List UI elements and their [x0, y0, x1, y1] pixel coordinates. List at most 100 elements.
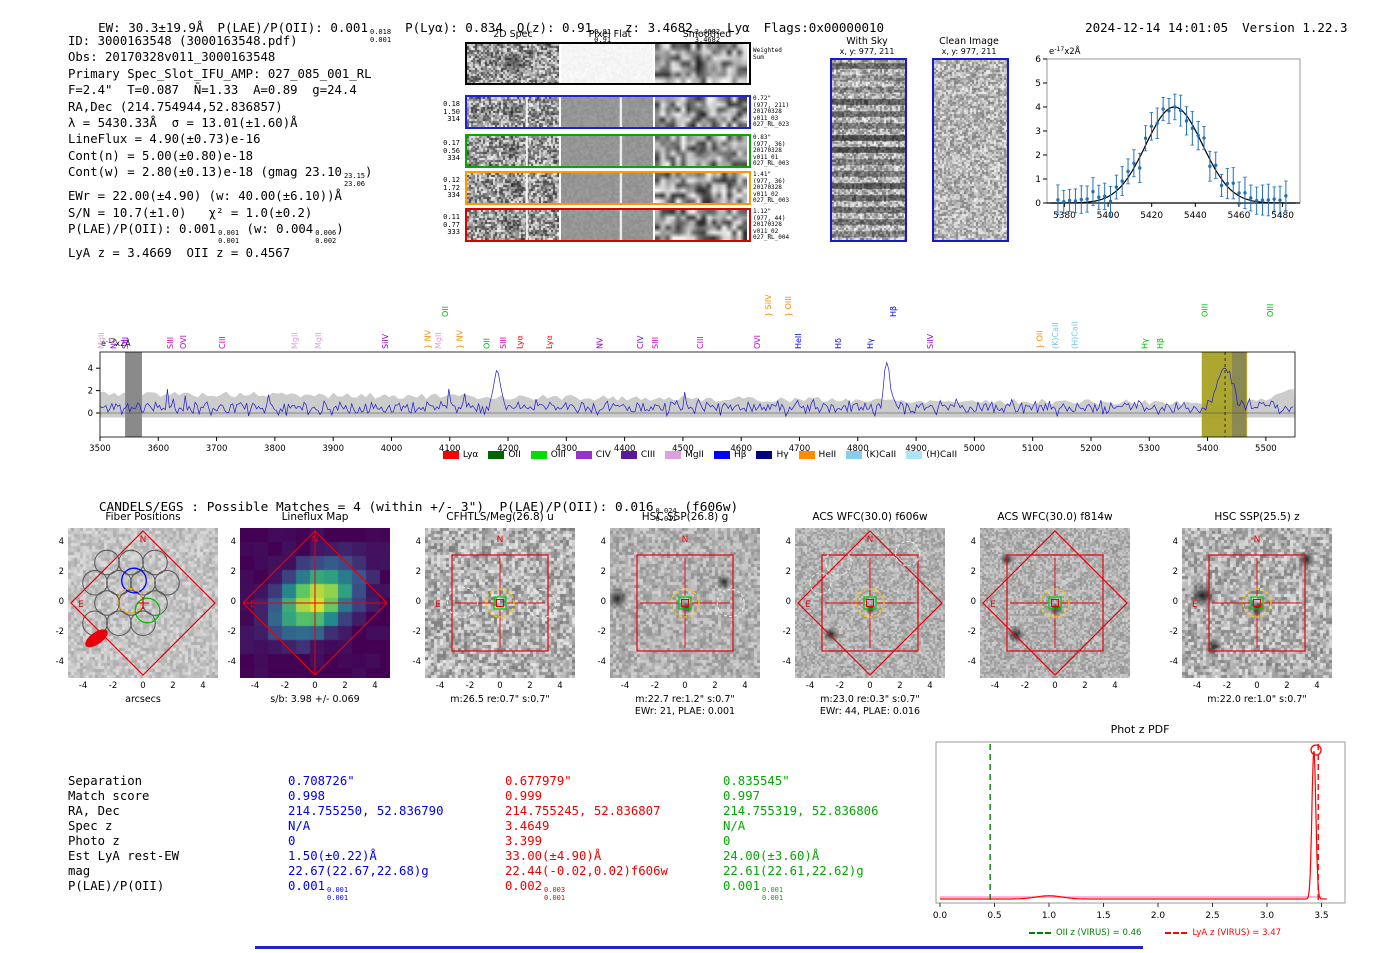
svg-text:Lyα: Lyα [545, 335, 554, 349]
legend-item: HeII [798, 450, 836, 460]
y-tick-label: 0 [58, 597, 64, 607]
y-tick-label: 4 [600, 537, 606, 547]
svg-text:E: E [78, 600, 84, 610]
cutout-image [980, 528, 1130, 678]
x-tick-label: -4 [990, 681, 1000, 691]
y-tick-label: 4 [970, 537, 976, 547]
svg-text:MgII: MgII [434, 332, 443, 349]
svg-text:2.5: 2.5 [1205, 911, 1219, 921]
x-tick-label: 4 [742, 681, 748, 691]
svg-text:4600: 4600 [730, 444, 752, 454]
cutout-image [1182, 528, 1332, 678]
legend-item: Lyα [442, 450, 478, 460]
row-label: Est LyA rest-EW [68, 849, 180, 863]
x-tick-label: -4 [250, 681, 260, 691]
svg-text:Lyα: Lyα [516, 335, 525, 349]
line-fit-plot: 0 1 2 3 4 5 6 5380 5400 5420 5440 5460 5480 e-17x2Å [1035, 45, 1301, 221]
fiber-row-1-stats: 0.18 1.50 314 [443, 100, 460, 123]
panel-title: Lineflux Map [281, 511, 349, 523]
y-tick-label: 2 [1172, 567, 1178, 577]
weighted-sum-label: Weighted Sum [753, 47, 782, 61]
svg-text:5400: 5400 [1197, 444, 1219, 454]
svg-text:SIII: SIII [166, 337, 175, 349]
svg-text:OII: OII [482, 338, 491, 349]
plae-range: 0.018 0.001 [369, 28, 392, 44]
svg-text:4700: 4700 [789, 444, 811, 454]
full-spectrum-plot: 3500 3600 3700 3800 3900 4000 4100 4200 4300 4400… [88, 294, 1296, 454]
smoothed-image [655, 44, 747, 83]
svg-text:N: N [682, 535, 689, 545]
y-tick-label: -2 [967, 627, 976, 637]
y-tick-label: 4 [1172, 537, 1178, 547]
svg-text:N: N [867, 535, 874, 545]
x-tick-label: -4 [1192, 681, 1202, 691]
svg-text:SiIV: SiIV [926, 333, 935, 349]
x-tick-label: -2 [1020, 681, 1030, 691]
spectrum-legend: Lyα OII OIII CIV CIII MgII Hβ Hγ HeII (K)CaII (H)C… [68, 450, 1332, 460]
fiber-row-3-stats: 0.12 1.72 334 [443, 176, 460, 199]
panel-title: HSC SSP(26.8) g [641, 511, 729, 523]
panel-title: ACS WFC(30.0) f606w [812, 511, 928, 523]
svg-text:Hβ: Hβ [889, 306, 898, 317]
svg-text:0: 0 [88, 409, 93, 419]
info-z: LyA z = 3.4669 OII z = 0.4567 [68, 246, 291, 261]
x-tick-label: 4 [557, 681, 563, 691]
svg-text:4900: 4900 [905, 444, 927, 454]
cutout-overlay: NE [435, 535, 556, 652]
y-tick-label: 2 [58, 567, 64, 577]
y-tick-label: 4 [785, 537, 791, 547]
lineflux-map-overlay: NE [242, 530, 388, 676]
svg-text:(H)CaII: (H)CaII [1071, 322, 1080, 349]
svg-text:N: N [312, 535, 319, 545]
info-primary: Primary Spec_Slot_IFU_AMP: 027_085_001_R… [68, 66, 372, 81]
svg-text:5300: 5300 [1138, 444, 1160, 454]
svg-text:OVI: OVI [753, 335, 762, 349]
svg-text:NV: NV [109, 337, 118, 349]
x-tick-label: 0 [1052, 681, 1058, 691]
row-label: P(LAE)/P(OII) [68, 879, 165, 893]
2d-spec-image [467, 136, 559, 166]
legend-item: CIV [575, 450, 611, 460]
svg-text:0.5: 0.5 [987, 911, 1001, 921]
x-tick-label: -4 [435, 681, 445, 691]
svg-text:5400: 5400 [1097, 211, 1120, 221]
svg-text:OII: OII [441, 306, 450, 317]
match-column-3: 0.835545" 0.997 214.755319, 52.836806 N/… [723, 774, 879, 902]
legend-item: Hγ [756, 450, 789, 460]
svg-text:1.5: 1.5 [1096, 911, 1110, 921]
clean-image [932, 58, 1009, 242]
svg-text:E: E [805, 600, 811, 610]
photz-legend-item: OII z (VIRUS) = 0.46 [1028, 928, 1141, 938]
y-tick-label: -4 [55, 657, 64, 667]
plae-poii: P(LAE)/P(OII): 0.001 [217, 20, 368, 35]
y-tick-label: 2 [230, 567, 236, 577]
pixel-flat-image [561, 97, 653, 127]
y-tick-label: 4 [230, 537, 236, 547]
x-tick-label: 4 [1112, 681, 1118, 691]
y-tick-label: 0 [600, 597, 606, 607]
svg-text:3800: 3800 [264, 444, 286, 454]
x-tick-label: -4 [620, 681, 630, 691]
row-label: Match score [68, 789, 150, 803]
x-tick-label: 4 [1314, 681, 1320, 691]
col-header-smoothed: Smoothed [682, 29, 732, 40]
svg-text:N: N [140, 535, 147, 545]
y-tick-label: -2 [55, 627, 64, 637]
smoothed-image [655, 173, 747, 203]
y-tick-label: -4 [782, 657, 791, 667]
x-tick-label: -2 [108, 681, 118, 691]
cutout-overlay: E [982, 530, 1128, 676]
smoothed-image [655, 97, 747, 127]
svg-text:e-17x2Å: e-17x2Å [101, 337, 131, 348]
svg-text:2.0: 2.0 [1151, 911, 1166, 921]
cutout-image [425, 528, 575, 678]
panel-hsc-g: HSC SSP(26.8) g N 4 2 0 -2 -4 -4 -2 0 2 4 m:22.7 … [598, 511, 760, 717]
panel-caption-2: EWr: 21, PLAE: 0.001 [634, 706, 736, 717]
svg-text:1: 1 [1035, 175, 1041, 185]
y-tick-label: -2 [782, 627, 791, 637]
svg-text:} OII: } OII [1036, 330, 1045, 349]
panel-title: CFHTLS/Meg(26.8) u [446, 511, 554, 523]
